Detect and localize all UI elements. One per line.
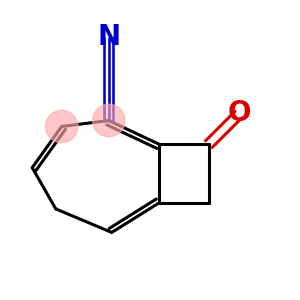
Circle shape (46, 110, 78, 142)
Circle shape (93, 104, 125, 137)
Text: O: O (228, 99, 252, 127)
Text: N: N (97, 22, 120, 51)
